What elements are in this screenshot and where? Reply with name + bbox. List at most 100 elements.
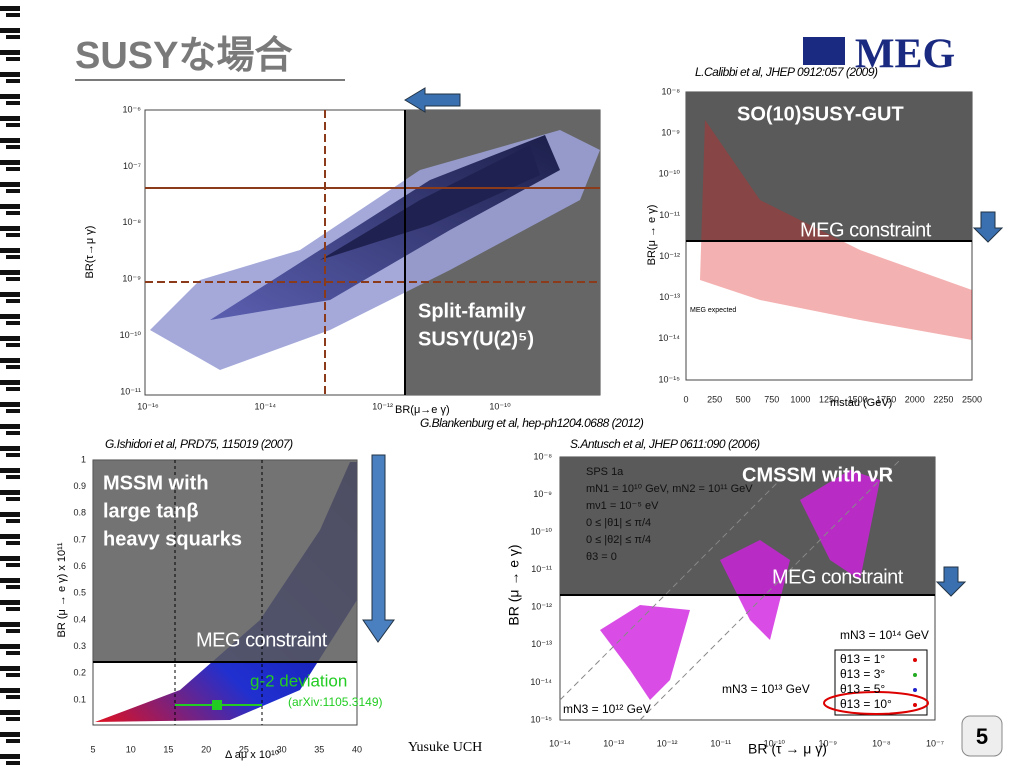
y-tick-label: 10⁻¹⁴ bbox=[530, 677, 552, 687]
x-tick-label: 40 bbox=[352, 744, 362, 754]
ring bbox=[0, 182, 20, 187]
citation: L.Calibbi et al, JHEP 0912:057 (2009) bbox=[695, 65, 878, 79]
logo-text: MEG bbox=[855, 32, 955, 78]
ring bbox=[6, 145, 20, 149]
ring bbox=[0, 600, 20, 605]
ring bbox=[0, 116, 20, 121]
ring bbox=[6, 673, 20, 677]
ring bbox=[6, 167, 20, 171]
legend-dot bbox=[913, 658, 917, 662]
x-axis-label: mstau (GeV) bbox=[830, 397, 892, 409]
ring bbox=[6, 739, 20, 743]
ring bbox=[0, 666, 20, 671]
panel-1 bbox=[144, 87, 601, 396]
y-tick-label: 10⁻¹³ bbox=[659, 292, 680, 302]
x-tick-label: 10⁻¹² bbox=[657, 738, 678, 748]
x-tick-label: 10⁻¹⁶ bbox=[137, 401, 159, 411]
x-tick-label: 20 bbox=[201, 744, 211, 754]
inset-line: SPS 1a bbox=[586, 466, 624, 478]
panel-label: SO(10)SUSY-GUT bbox=[737, 103, 904, 125]
mass-label: mN3 = 10¹³ GeV bbox=[722, 682, 810, 696]
legend-dot bbox=[913, 688, 917, 692]
panel-3 bbox=[92, 454, 395, 726]
y-tick-label: 10⁻¹³ bbox=[531, 639, 552, 649]
ring bbox=[6, 629, 20, 633]
y-tick-label: 10⁻⁶ bbox=[123, 104, 142, 114]
x-tick-label: 5 bbox=[90, 744, 95, 754]
ring bbox=[6, 563, 20, 567]
y-tick-label: 10⁻¹¹ bbox=[659, 210, 680, 220]
y-tick-label: 0.4 bbox=[73, 614, 86, 624]
ring bbox=[0, 50, 20, 55]
ring bbox=[6, 343, 20, 347]
ring bbox=[0, 644, 20, 649]
x-tick-label: 10⁻¹⁴ bbox=[549, 738, 571, 748]
x-tick-label: 35 bbox=[314, 744, 324, 754]
ring bbox=[0, 534, 20, 539]
y-tick-label: 10⁻¹⁰ bbox=[659, 169, 681, 179]
y-tick-label: 10⁻¹⁵ bbox=[531, 714, 553, 724]
y-tick-label: 10⁻⁹ bbox=[122, 274, 141, 284]
y-axis-label: BR (μ → e γ) bbox=[506, 544, 522, 625]
ring bbox=[6, 79, 20, 83]
ring bbox=[6, 585, 20, 589]
panel-2 bbox=[685, 91, 1004, 381]
panel-label: large tanβ bbox=[103, 500, 199, 522]
ring bbox=[0, 292, 20, 297]
ring bbox=[0, 446, 20, 451]
ring bbox=[0, 248, 20, 253]
x-axis-label: BR (τ → μ γ) bbox=[748, 741, 827, 757]
y-tick-label: 0.1 bbox=[73, 694, 86, 704]
x-tick-label: 10 bbox=[126, 744, 136, 754]
y-tick-label: 10⁻⁸ bbox=[122, 217, 141, 227]
x-axis-label: Δ aμ x 10¹⁰ bbox=[225, 749, 280, 761]
ring bbox=[0, 556, 20, 561]
y-tick-label: 10⁻⁸ bbox=[661, 86, 680, 96]
ring bbox=[6, 57, 20, 61]
y-tick-label: 10⁻¹² bbox=[531, 602, 552, 612]
ring bbox=[0, 402, 20, 407]
ring bbox=[6, 761, 20, 765]
ring bbox=[0, 688, 20, 693]
ring bbox=[6, 475, 20, 479]
x-tick-label: 10⁻⁸ bbox=[872, 738, 891, 748]
x-tick-label: 2500 bbox=[962, 394, 982, 404]
citation: S.Antusch et al, JHEP 0611:090 (2006) bbox=[570, 437, 760, 451]
ring bbox=[0, 314, 20, 319]
y-tick-label: 1 bbox=[81, 454, 86, 464]
ring bbox=[0, 380, 20, 385]
x-tick-label: 10⁻¹³ bbox=[603, 738, 624, 748]
x-tick-label: 10⁻⁹ bbox=[819, 738, 838, 748]
ring bbox=[0, 28, 20, 33]
page-number: 5 bbox=[976, 724, 988, 749]
x-tick-label: 2000 bbox=[905, 394, 925, 404]
y-tick-label: 10⁻¹¹ bbox=[531, 564, 552, 574]
ring bbox=[0, 72, 20, 77]
ring bbox=[6, 233, 20, 237]
inset-line: 0 ≤ |θ2| ≤ π/4 bbox=[586, 534, 651, 546]
x-tick-label: 2250 bbox=[933, 394, 953, 404]
ring bbox=[6, 409, 20, 413]
legend-dot bbox=[913, 703, 917, 707]
logo: MEG bbox=[803, 32, 955, 78]
x-tick-label: 15 bbox=[163, 744, 173, 754]
legend-entry: θ13 = 1° bbox=[840, 652, 885, 666]
x-tick-label: 30 bbox=[277, 744, 287, 754]
x-tick-label: 500 bbox=[736, 394, 751, 404]
ring bbox=[0, 204, 20, 209]
ring bbox=[6, 541, 20, 545]
ring bbox=[0, 732, 20, 737]
y-axis-label: BR(τ→μ γ) bbox=[84, 226, 96, 279]
ring bbox=[0, 138, 20, 143]
y-tick-label: 10⁻¹⁴ bbox=[658, 333, 680, 343]
ring bbox=[6, 651, 20, 655]
y-axis-label: BR(μ → e γ) bbox=[646, 205, 658, 266]
x-axis-label: BR(μ→e γ) bbox=[395, 404, 450, 416]
y-tick-label: 0.7 bbox=[73, 534, 86, 544]
y-tick-label: 0.9 bbox=[73, 481, 86, 491]
y-tick-label: 10⁻¹⁰ bbox=[120, 330, 142, 340]
mass-label: mN3 = 10¹⁴ GeV bbox=[840, 628, 929, 642]
page-box bbox=[961, 715, 1003, 757]
y-tick-label: 10⁻⁹ bbox=[661, 128, 680, 138]
x-tick-label: 25 bbox=[239, 744, 249, 754]
